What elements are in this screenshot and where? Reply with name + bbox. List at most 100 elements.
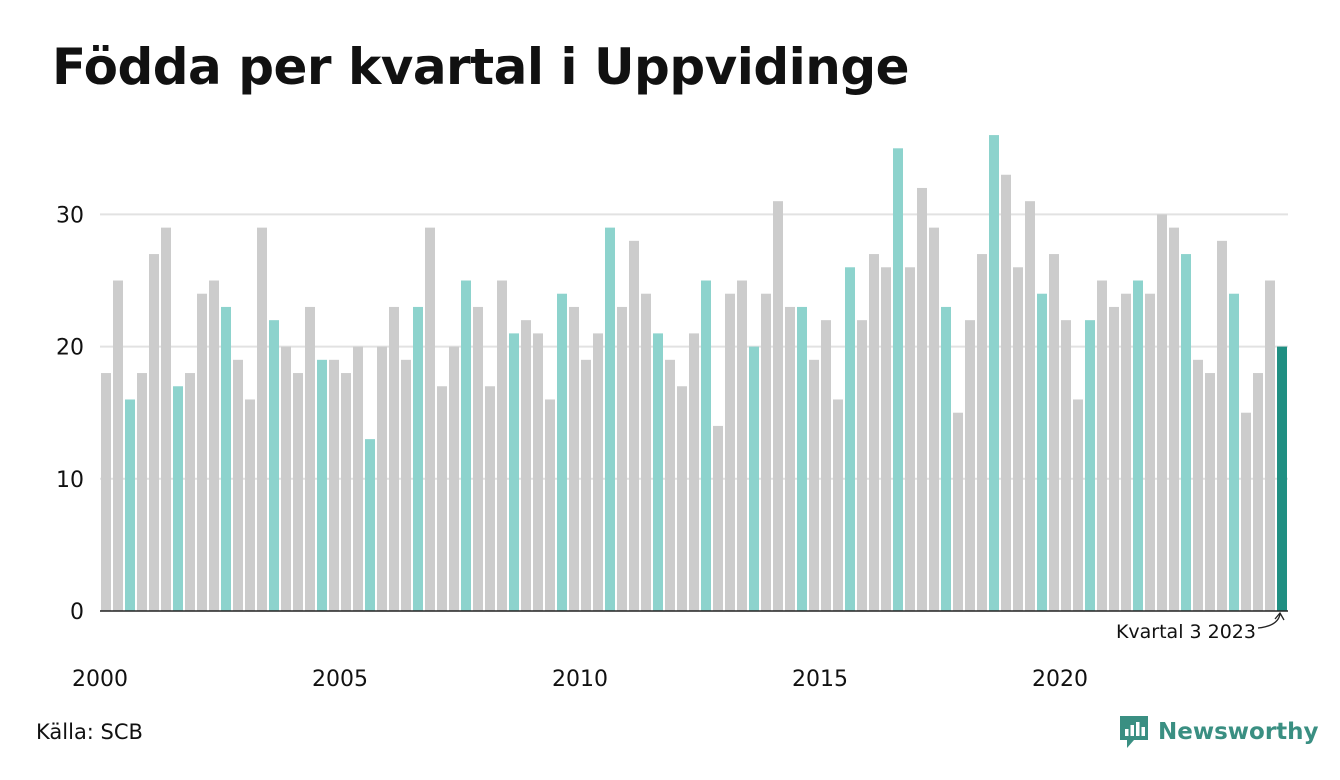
- bar: [1169, 227, 1179, 611]
- bar: [989, 135, 999, 611]
- bar: [1205, 373, 1215, 611]
- bar: [1109, 306, 1119, 611]
- bar: [809, 359, 819, 611]
- y-tick-label: 10: [56, 468, 84, 493]
- bar: [977, 254, 987, 611]
- bar: [125, 399, 135, 611]
- bar: [377, 346, 387, 611]
- bar: [173, 386, 183, 611]
- bar: [917, 187, 927, 611]
- bar: [1265, 280, 1275, 611]
- bar: [161, 227, 171, 611]
- x-tick-label: 2005: [312, 667, 368, 692]
- bar: [449, 346, 459, 611]
- bar: [329, 359, 339, 611]
- bar: [1049, 254, 1059, 611]
- bar: [689, 333, 699, 611]
- newsworthy-logo: Newsworthy: [1118, 714, 1319, 750]
- bar: [761, 293, 771, 611]
- source-label: Källa: SCB: [36, 720, 143, 744]
- bar: [1025, 201, 1035, 611]
- bar: [1241, 412, 1251, 611]
- bar: [1097, 280, 1107, 611]
- bar: [293, 373, 303, 611]
- bar: [1013, 267, 1023, 611]
- bar: [569, 306, 579, 611]
- bar: [1145, 293, 1155, 611]
- bar: [905, 267, 915, 611]
- y-tick-label: 30: [56, 203, 84, 228]
- bar: [101, 373, 111, 611]
- bar: [305, 306, 315, 611]
- bar: [1181, 254, 1191, 611]
- bar: [629, 240, 639, 611]
- bar: [725, 293, 735, 611]
- bar: [701, 280, 711, 611]
- bar: [677, 386, 687, 611]
- bar: [605, 227, 615, 611]
- bar: [749, 346, 759, 611]
- bar: [833, 399, 843, 611]
- bar: [1121, 293, 1131, 611]
- bar: [365, 439, 375, 611]
- bar: [1073, 399, 1083, 611]
- bar: [1133, 280, 1143, 611]
- annotation-arrowhead: [1274, 611, 1285, 621]
- x-tick-label: 2000: [72, 667, 128, 692]
- bar: [269, 320, 279, 611]
- bar: [473, 306, 483, 611]
- bar: [821, 320, 831, 611]
- bar: [233, 359, 243, 611]
- bar: [785, 306, 795, 611]
- bar: [389, 306, 399, 611]
- bar: [437, 386, 447, 611]
- bar: [137, 373, 147, 611]
- y-tick-label: 20: [56, 336, 84, 361]
- bar: [581, 359, 591, 611]
- bar: [257, 227, 267, 611]
- y-tick-label: 0: [70, 600, 84, 625]
- bar: [521, 320, 531, 611]
- bar: [245, 399, 255, 611]
- bar: [1157, 214, 1167, 611]
- bar: [197, 293, 207, 611]
- bar: [941, 306, 951, 611]
- bar: [1229, 293, 1239, 611]
- bar: [341, 373, 351, 611]
- bar: [149, 254, 159, 611]
- bar: [221, 306, 231, 611]
- bar: [1001, 174, 1011, 612]
- bar: [893, 148, 903, 612]
- bar: [665, 359, 675, 611]
- bar: [965, 320, 975, 611]
- bar: [557, 293, 567, 611]
- bar: [1253, 373, 1263, 611]
- bar: [1193, 359, 1203, 611]
- bar: [317, 359, 327, 611]
- bar: [1217, 240, 1227, 611]
- annotation: Kvartal 3 2023: [1116, 611, 1285, 643]
- bar: [713, 425, 723, 611]
- bar: [413, 306, 423, 611]
- bar: [1037, 293, 1047, 611]
- bar: [773, 201, 783, 611]
- bar: [461, 280, 471, 611]
- axes: 0 10 20 30 2000 2005 2010 2015 2020: [56, 203, 1288, 692]
- bar: [533, 333, 543, 611]
- bar: [185, 373, 195, 611]
- bar: [1277, 346, 1287, 611]
- bar: [617, 306, 627, 611]
- bars: [101, 135, 1287, 612]
- bar: [653, 333, 663, 611]
- bar: [209, 280, 219, 611]
- bar: [869, 254, 879, 611]
- bar: [545, 399, 555, 611]
- annotation-label: Kvartal 3 2023: [1116, 621, 1256, 643]
- bar: [425, 227, 435, 611]
- x-tick-label: 2015: [792, 667, 848, 692]
- bar: [509, 333, 519, 611]
- bar: [1085, 320, 1095, 611]
- bar: [593, 333, 603, 611]
- bar: [845, 267, 855, 611]
- bar: [113, 280, 123, 611]
